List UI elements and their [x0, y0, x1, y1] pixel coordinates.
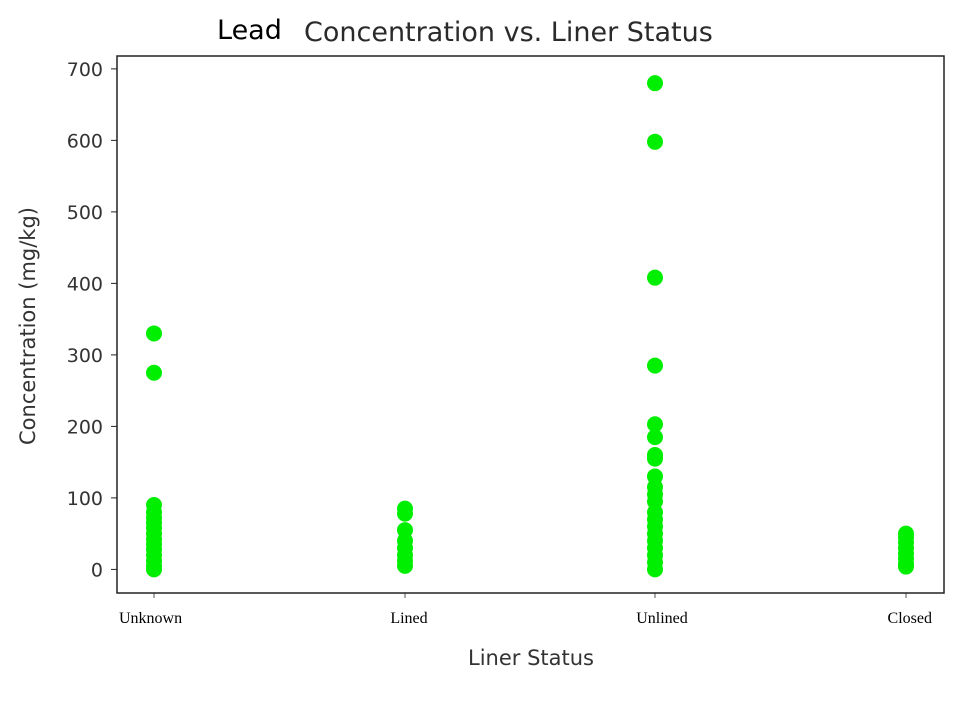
data-point-unlined [647, 357, 663, 374]
data-point-unlined [647, 561, 663, 578]
x-axis-label: Liner Status [468, 646, 594, 670]
chart-title-prefix: Lead [217, 15, 282, 46]
y-tick-label: 700 [67, 59, 103, 81]
data-point-unknown [146, 561, 162, 578]
y-tick-label: 400 [67, 273, 103, 295]
data-point-unlined [647, 416, 663, 433]
y-tick-label: 100 [67, 488, 103, 510]
data-point-lined [397, 557, 413, 574]
y-tick-label: 0 [91, 559, 103, 581]
data-point-unlined [647, 269, 663, 286]
data-point-unlined [647, 75, 663, 92]
y-axis-label: Concentration (mg/kg) [16, 207, 40, 445]
x-tick-label-unknown: Unknown [119, 610, 182, 627]
x-axis-ticks: Unknown Lined Unlined Closed [119, 593, 932, 627]
y-tick-label: 200 [67, 416, 103, 438]
data-points [146, 75, 914, 578]
plot-frame [116, 55, 945, 594]
x-tick-label-lined: Lined [390, 610, 427, 627]
y-tick-label: 300 [67, 345, 103, 367]
chart-title: Concentration vs. Liner Status [304, 17, 713, 48]
y-axis-ticks: 0 100 200 300 400 500 600 700 [67, 59, 117, 581]
data-point-closed [898, 558, 914, 575]
data-point-unknown [146, 325, 162, 342]
data-point-unlined [647, 133, 663, 150]
x-tick-label-unlined: Unlined [636, 610, 688, 627]
y-tick-label: 500 [67, 202, 103, 224]
data-point-unlined [647, 450, 663, 467]
data-point-unknown [146, 364, 162, 381]
y-tick-label: 600 [67, 130, 103, 152]
data-point-unlined [647, 429, 663, 446]
x-tick-label-closed: Closed [888, 610, 932, 627]
data-point-lined [397, 505, 413, 522]
